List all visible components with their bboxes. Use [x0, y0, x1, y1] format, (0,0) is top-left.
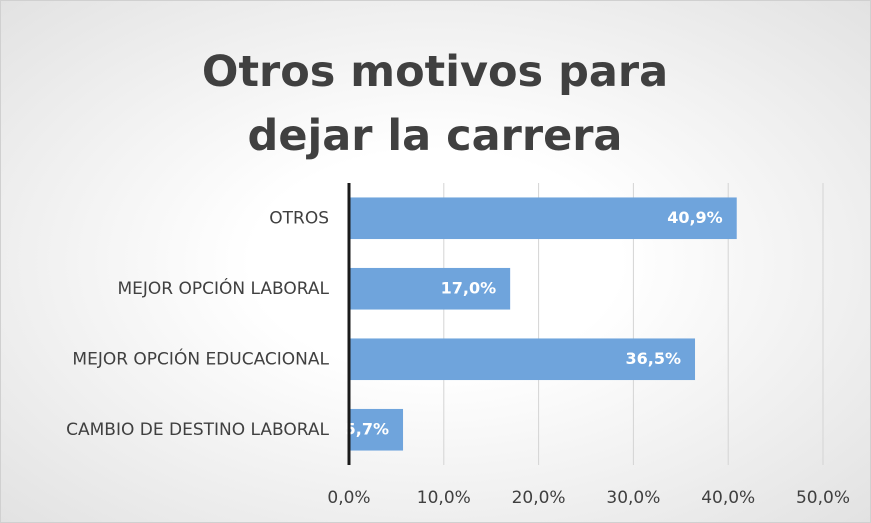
- x-tick-label: 40,0%: [701, 488, 755, 508]
- value-label: 17,0%: [441, 278, 497, 297]
- bar: [349, 197, 737, 240]
- x-tick-label: 50,0%: [796, 488, 850, 508]
- bar: [349, 267, 511, 310]
- y-tick-label: MEJOR OPCIÓN EDUCACIONAL: [72, 347, 329, 369]
- value-label: 36,5%: [626, 349, 682, 368]
- x-tick-label: 30,0%: [606, 488, 660, 508]
- bar: [349, 408, 404, 451]
- chart-title: Otros motivos para dejar la carrera: [201, 47, 669, 161]
- x-tick-label: 0,0%: [327, 488, 370, 508]
- y-tick-label: MEJOR OPCIÓN LABORAL: [118, 277, 330, 299]
- bar: [349, 338, 696, 381]
- x-tick-label: 20,0%: [512, 488, 566, 508]
- y-tick-label: CAMBIO DE DESTINO LABORAL: [66, 420, 329, 440]
- y-tick-label: OTROS: [269, 208, 329, 228]
- value-label: 40,9%: [667, 208, 723, 227]
- value-label: 5,7%: [345, 419, 389, 438]
- x-tick-label: 10,0%: [417, 488, 471, 508]
